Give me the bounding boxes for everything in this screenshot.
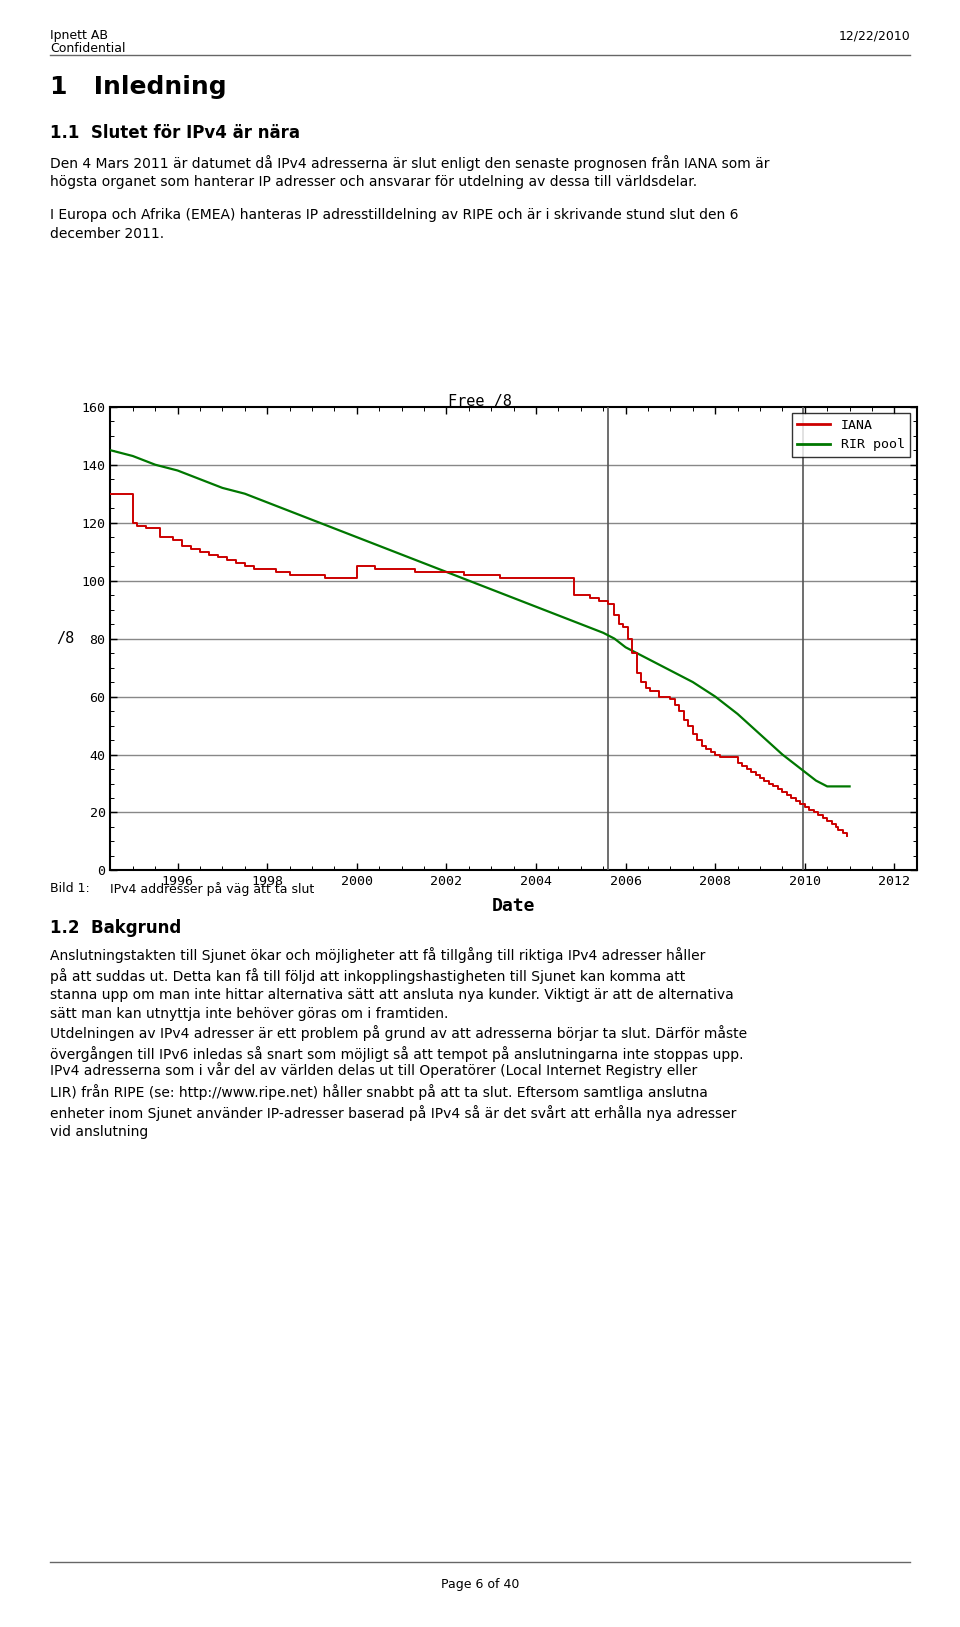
Text: I Europa och Afrika (EMEA) hanteras IP adresstilldelning av RIPE och är i skriva: I Europa och Afrika (EMEA) hanteras IP a… [50, 208, 738, 241]
Text: IPv4 addresser på väg att ta slut: IPv4 addresser på väg att ta slut [110, 882, 315, 896]
Text: Ipnett AB: Ipnett AB [50, 29, 108, 42]
Text: 1.1  Slutet för IPv4 är nära: 1.1 Slutet för IPv4 är nära [50, 124, 300, 142]
Text: Page 6 of 40: Page 6 of 40 [441, 1578, 519, 1591]
Text: IPv4 adresserna som i vår del av världen delas ut till Operatörer (Local Interne: IPv4 adresserna som i vår del av världen… [50, 1062, 736, 1139]
X-axis label: Date: Date [492, 896, 536, 914]
Text: Den 4 Mars 2011 är datumet då IPv4 adresserna är slut enligt den senaste prognos: Den 4 Mars 2011 är datumet då IPv4 adres… [50, 155, 769, 189]
Text: 1.2  Bakgrund: 1.2 Bakgrund [50, 919, 181, 937]
Text: Utdelningen av IPv4 adresser är ett problem på grund av att adresserna börjar ta: Utdelningen av IPv4 adresser är ett prob… [50, 1025, 747, 1062]
Text: 12/22/2010: 12/22/2010 [838, 29, 910, 42]
Y-axis label: /8: /8 [56, 631, 74, 646]
Text: 1   Inledning: 1 Inledning [50, 75, 227, 99]
Text: Bild 1:: Bild 1: [50, 882, 89, 895]
Text: Confidential: Confidential [50, 42, 126, 55]
Text: Free /8: Free /8 [448, 394, 512, 408]
Legend: IANA, RIR pool: IANA, RIR pool [792, 413, 910, 457]
Text: Anslutningstakten till Sjunet ökar och möjligheter att få tillgång till riktiga : Anslutningstakten till Sjunet ökar och m… [50, 947, 733, 1020]
